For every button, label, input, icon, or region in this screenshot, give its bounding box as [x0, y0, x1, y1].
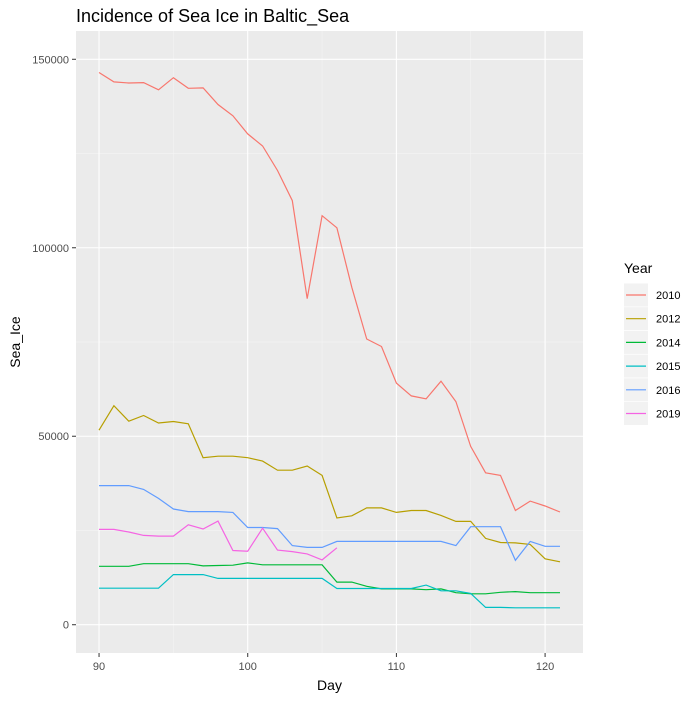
y-axis-title: Sea_Ice [7, 316, 23, 368]
series-line-2015 [99, 573, 560, 609]
series-line-2012 [98, 404, 561, 563]
series-line-2019 [99, 520, 338, 561]
y-tick-label: 150000 [32, 54, 69, 66]
legend: Year 2010 2012 2014 2015 2016 2019 [624, 260, 680, 425]
x-axis-tick-labels: 90 100 110 120 [93, 661, 554, 673]
x-tick-label: 110 [388, 661, 406, 673]
legend-item-2012: 2012 [624, 307, 680, 331]
series-line-2010 [98, 71, 561, 513]
series-line-2016 [99, 485, 560, 562]
legend-label: 2016 [656, 385, 680, 397]
series-lines [98, 71, 561, 609]
y-tick-label: 100000 [32, 243, 69, 255]
x-tick-label: 100 [239, 661, 257, 673]
axis-ticks [72, 58, 546, 657]
legend-items: 2010 2012 2014 2015 2016 2019 [624, 283, 680, 425]
legend-title: Year [624, 260, 653, 276]
legend-item-2016: 2016 [624, 378, 680, 402]
chart-title: Incidence of Sea Ice in Baltic_Sea [76, 6, 350, 27]
y-tick-label: 0 [63, 620, 69, 632]
legend-item-2015: 2015 [624, 354, 680, 378]
legend-label: 2019 [656, 409, 680, 421]
legend-label: 2012 [656, 314, 680, 326]
y-tick-label: 50000 [38, 431, 69, 443]
legend-item-2019: 2019 [624, 402, 680, 425]
x-tick-label: 120 [536, 661, 554, 673]
x-tick-label: 90 [93, 661, 105, 673]
legend-label: 2010 [656, 290, 680, 302]
series-line-2014 [99, 562, 560, 595]
x-axis-title: Day [317, 677, 342, 693]
legend-label: 2015 [656, 361, 680, 373]
legend-item-2010: 2010 [624, 283, 680, 307]
legend-label: 2014 [656, 337, 680, 349]
minor-gridlines [76, 31, 583, 653]
legend-item-2014: 2014 [624, 330, 680, 354]
y-axis-tick-labels: 0 50000 100000 150000 [32, 54, 69, 631]
